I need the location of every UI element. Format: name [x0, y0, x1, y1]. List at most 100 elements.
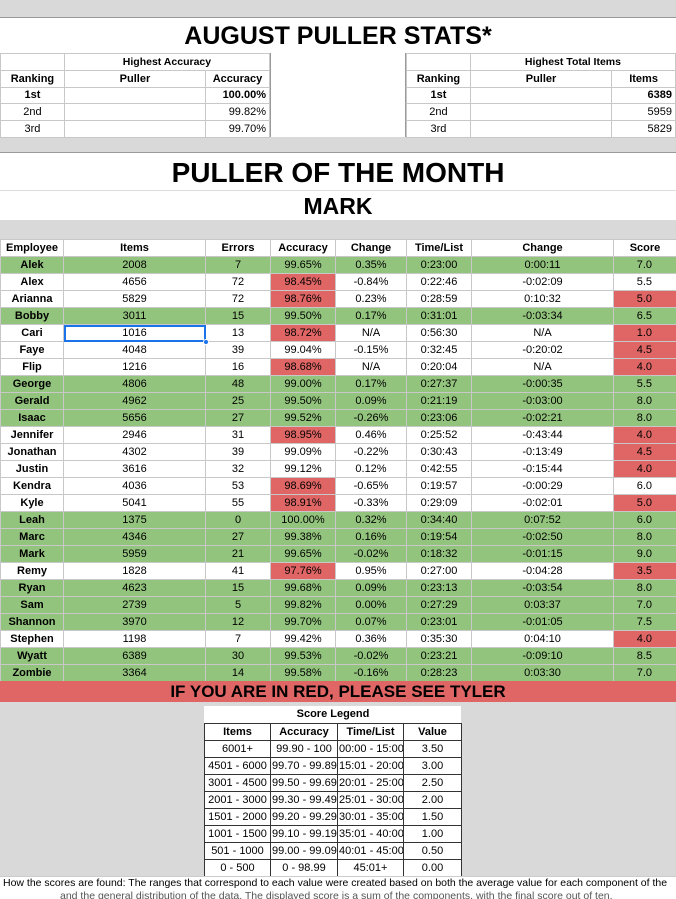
- errors-cell[interactable]: 16: [205, 358, 271, 376]
- footnote-text[interactable]: How the scores are found: The ranges tha…: [3, 877, 668, 889]
- employee-cell[interactable]: Ryan: [0, 579, 64, 597]
- accuracy-change-cell[interactable]: 0.36%: [335, 630, 407, 648]
- items-cell[interactable]: 1828: [63, 562, 206, 580]
- errors-cell[interactable]: 72: [205, 273, 271, 291]
- items-cell[interactable]: 5829: [63, 290, 206, 308]
- legend-time-cell[interactable]: 00:00 - 15:00: [337, 739, 404, 758]
- time-change-cell[interactable]: -0:00:29: [471, 477, 614, 495]
- legend-accuracy-cell[interactable]: 99.20 - 99.29: [270, 807, 338, 826]
- time-list-cell[interactable]: 0:21:19: [406, 392, 472, 410]
- time-change-cell[interactable]: -0:03:00: [471, 392, 614, 410]
- items-cell[interactable]: 1016: [63, 324, 209, 345]
- legend-items-cell[interactable]: 3001 - 4500: [204, 773, 271, 792]
- accuracy-header[interactable]: Accuracy: [205, 69, 270, 88]
- score-cell[interactable]: 7.0: [613, 256, 676, 274]
- time-change-cell[interactable]: 0:03:37: [471, 596, 614, 614]
- score-cell[interactable]: 5.0: [613, 494, 676, 512]
- accuracy-cell[interactable]: 99.09%: [270, 443, 336, 461]
- employee-cell[interactable]: Isaac: [0, 409, 64, 427]
- errors-cell[interactable]: 13: [205, 324, 271, 342]
- rank-cell[interactable]: 3rd: [0, 120, 65, 138]
- accuracy-cell[interactable]: 99.38%: [270, 528, 336, 546]
- time-list-cell[interactable]: 0:31:01: [406, 307, 472, 325]
- legend-accuracy-cell[interactable]: 0 - 98.99: [270, 858, 338, 877]
- accuracy-change-cell[interactable]: 0.17%: [335, 375, 407, 393]
- accuracy-cell[interactable]: 99.65%: [270, 256, 336, 274]
- items-cell[interactable]: 3970: [63, 613, 206, 631]
- employee-cell[interactable]: Jonathan: [0, 443, 64, 461]
- errors-cell[interactable]: 25: [205, 392, 271, 410]
- time-list-cell[interactable]: 0:25:52: [406, 426, 472, 444]
- employee-cell[interactable]: Shannon: [0, 613, 64, 631]
- time-change-cell[interactable]: -0:43:44: [471, 426, 614, 444]
- legend-accuracy-header[interactable]: Accuracy: [270, 722, 338, 741]
- time-list-cell[interactable]: 0:18:32: [406, 545, 472, 563]
- errors-cell[interactable]: 15: [205, 307, 271, 325]
- time-list-cell[interactable]: 0:23:06: [406, 409, 472, 427]
- accuracy-cell[interactable]: 99.00%: [270, 375, 336, 393]
- score-cell[interactable]: 8.0: [613, 392, 676, 410]
- score-header[interactable]: Score: [613, 239, 676, 257]
- items-cell[interactable]: 6389: [611, 86, 676, 105]
- score-cell[interactable]: 3.5: [613, 562, 676, 580]
- legend-time-cell[interactable]: 35:01 - 40:00: [337, 824, 404, 843]
- items-cell[interactable]: 1216: [63, 358, 206, 376]
- legend-items-header[interactable]: Items: [204, 722, 271, 741]
- employee-cell[interactable]: Remy: [0, 562, 64, 580]
- accuracy-change-cell[interactable]: 0.16%: [335, 528, 407, 546]
- accuracy-change-cell[interactable]: 0.95%: [335, 562, 407, 580]
- employee-cell[interactable]: Arianna: [0, 290, 64, 308]
- items-cell[interactable]: 4048: [63, 341, 206, 359]
- legend-items-cell[interactable]: 1001 - 1500: [204, 824, 271, 843]
- legend-time-cell[interactable]: 20:01 - 25:00: [337, 773, 404, 792]
- legend-items-cell[interactable]: 1501 - 2000: [204, 807, 271, 826]
- time-list-cell[interactable]: 0:22:46: [406, 273, 472, 291]
- errors-cell[interactable]: 39: [205, 341, 271, 359]
- accuracy-change-cell[interactable]: 0.00%: [335, 596, 407, 614]
- time-change-cell[interactable]: -0:01:15: [471, 545, 614, 563]
- time-change-cell[interactable]: 0:07:52: [471, 511, 614, 529]
- items-cell[interactable]: 3011: [63, 307, 206, 325]
- employee-cell[interactable]: Cari: [0, 324, 64, 342]
- accuracy-cell[interactable]: 98.76%: [270, 290, 336, 308]
- legend-items-cell[interactable]: 4501 - 6000: [204, 756, 271, 775]
- employee-cell[interactable]: Alex: [0, 273, 64, 291]
- accuracy-cell[interactable]: 99.70%: [270, 613, 336, 631]
- time-list-cell[interactable]: 0:23:00: [406, 256, 472, 274]
- puller-header[interactable]: Puller: [469, 69, 613, 88]
- time-list-header[interactable]: Time/List: [406, 239, 472, 257]
- items-cell[interactable]: 4656: [63, 273, 206, 291]
- time-change-cell[interactable]: -0:02:09: [471, 273, 614, 291]
- time-change-cell[interactable]: -0:20:02: [471, 341, 614, 359]
- employee-cell[interactable]: Flip: [0, 358, 64, 376]
- items-header[interactable]: Items: [611, 69, 676, 88]
- accuracy-cell[interactable]: 99.42%: [270, 630, 336, 648]
- time-change-cell[interactable]: -0:13:49: [471, 443, 614, 461]
- time-change-cell[interactable]: -0:02:01: [471, 494, 614, 512]
- employee-cell[interactable]: Gerald: [0, 392, 64, 410]
- time-list-cell[interactable]: 0:28:59: [406, 290, 472, 308]
- time-change-cell[interactable]: -0:04:28: [471, 562, 614, 580]
- accuracy-cell[interactable]: 99.68%: [270, 579, 336, 597]
- puller-cell[interactable]: [469, 86, 613, 105]
- accuracy-change-cell[interactable]: -0.84%: [335, 273, 407, 291]
- rank-cell[interactable]: 3rd: [406, 120, 471, 138]
- rank-cell[interactable]: 1st: [0, 86, 65, 105]
- legend-items-cell[interactable]: 0 - 500: [204, 858, 271, 877]
- rank-cell[interactable]: 2nd: [406, 103, 471, 122]
- legend-accuracy-cell[interactable]: 99.00 - 99.09: [270, 841, 338, 860]
- employee-header[interactable]: Employee: [0, 239, 64, 257]
- accuracy-cell[interactable]: 99.65%: [270, 545, 336, 563]
- puller-header[interactable]: Puller: [63, 69, 207, 88]
- time-change-cell[interactable]: -0:02:50: [471, 528, 614, 546]
- errors-cell[interactable]: 27: [205, 409, 271, 427]
- time-list-cell[interactable]: 0:23:01: [406, 613, 472, 631]
- employee-cell[interactable]: Mark: [0, 545, 64, 563]
- items-cell[interactable]: 3364: [63, 664, 206, 682]
- legend-value-cell[interactable]: 1.00: [403, 824, 462, 843]
- accuracy-change-cell[interactable]: -0.16%: [335, 664, 407, 682]
- puller-cell[interactable]: [63, 86, 207, 105]
- time-list-cell[interactable]: 0:19:57: [406, 477, 472, 495]
- time-change-cell[interactable]: -0:09:10: [471, 647, 614, 665]
- accuracy-change-cell[interactable]: -0.15%: [335, 341, 407, 359]
